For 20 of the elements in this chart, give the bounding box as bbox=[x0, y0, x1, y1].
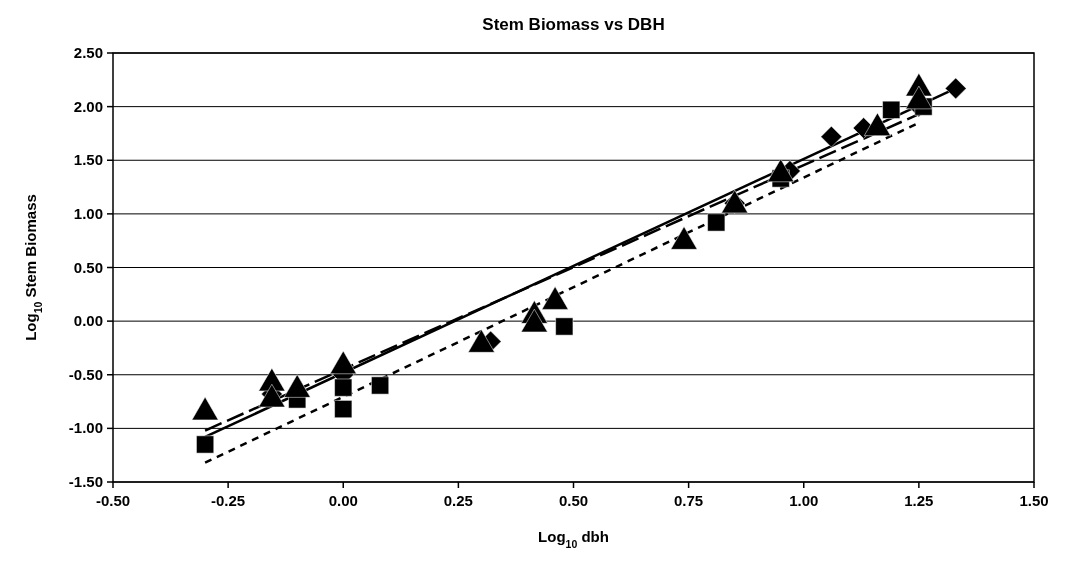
y-tick-label: 1.00 bbox=[73, 204, 103, 222]
y-tick-label: -1.50 bbox=[68, 473, 103, 490]
x-tick-label: 0.25 bbox=[443, 492, 473, 509]
y-tick-label: 2.00 bbox=[73, 97, 103, 115]
x-tick-label: 1.50 bbox=[1019, 492, 1049, 509]
x-tick-label: -0.25 bbox=[211, 492, 246, 509]
chart-title: Stem Biomass vs DBH bbox=[482, 15, 665, 34]
x-tick-label: 0.75 bbox=[674, 492, 704, 509]
x-tick-label: 1.25 bbox=[904, 492, 934, 509]
x-tick-label: -0.50 bbox=[95, 492, 131, 509]
y-tick-label: 0.00 bbox=[73, 312, 103, 330]
x-axis-title: Log$_{10}$ dbh bbox=[538, 528, 609, 550]
y-tick-label: -1.00 bbox=[68, 419, 103, 437]
y-tick-label: 0.50 bbox=[73, 258, 103, 276]
y-tick-label: 2.50 bbox=[73, 44, 103, 61]
x-tick-label: 0.00 bbox=[328, 492, 358, 509]
x-tick-label: 1.00 bbox=[789, 492, 819, 509]
y-tick-label: 1.50 bbox=[73, 151, 103, 169]
x-tick-label: 0.50 bbox=[558, 492, 589, 509]
y-tick-label: -0.50 bbox=[68, 365, 103, 383]
